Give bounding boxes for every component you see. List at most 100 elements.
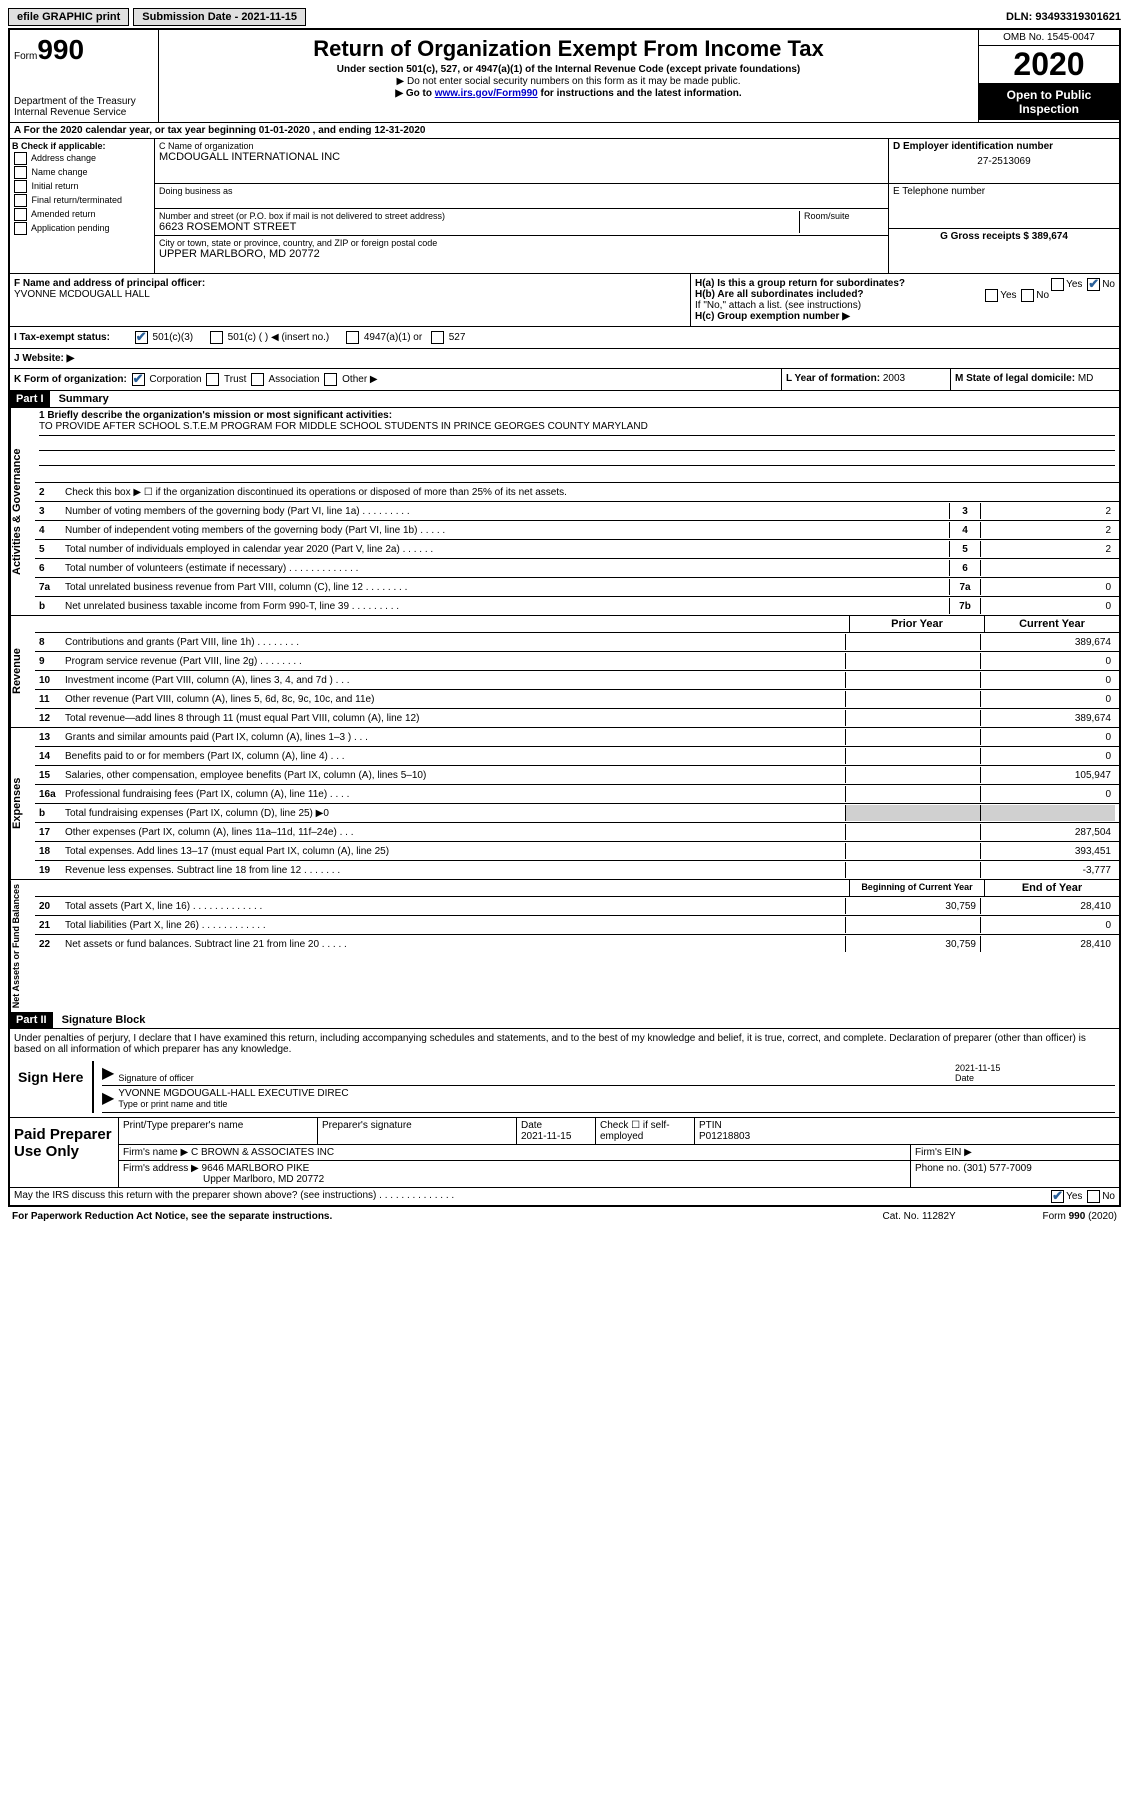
- city-label: City or town, state or province, country…: [159, 238, 437, 248]
- dba-label: Doing business as: [159, 186, 884, 196]
- box-f-label: F Name and address of principal officer:: [14, 278, 686, 289]
- gov-line: 6Total number of volunteers (estimate if…: [35, 559, 1119, 578]
- form990-link[interactable]: www.irs.gov/Form990: [435, 88, 538, 99]
- other-checkbox[interactable]: [324, 373, 337, 386]
- part2-title: Signature Block: [56, 1012, 152, 1028]
- paperwork-notice: For Paperwork Reduction Act Notice, see …: [12, 1211, 883, 1222]
- tax-status-row: I Tax-exempt status: 501(c)(3) 501(c) ( …: [10, 327, 1119, 349]
- gov-line: bNet unrelated business taxable income f…: [35, 597, 1119, 615]
- header-left: Form990 Department of the TreasuryIntern…: [10, 30, 159, 122]
- part1-title: Summary: [53, 391, 115, 407]
- data-line: 11Other revenue (Part VIII, column (A), …: [35, 690, 1119, 709]
- cat-no: Cat. No. 11282Y: [883, 1211, 1043, 1222]
- 527-checkbox[interactable]: [431, 331, 444, 344]
- colb-checkbox[interactable]: [14, 194, 27, 207]
- header-sub1: Under section 501(c), 527, or 4947(a)(1)…: [163, 64, 974, 75]
- mission-text: TO PROVIDE AFTER SCHOOL S.T.E.M PROGRAM …: [39, 421, 1115, 436]
- officer-name: YVONNE MCDOUGALL HALL: [14, 289, 686, 300]
- row-l: L Year of formation: 2003: [782, 369, 951, 390]
- colb-checkbox[interactable]: [14, 180, 27, 193]
- box-d: D Employer identification number 27-2513…: [889, 139, 1119, 184]
- org-name: MCDOUGALL INTERNATIONAL INC: [159, 151, 884, 163]
- corp-checkbox[interactable]: [132, 373, 145, 386]
- rev-side-label: Revenue: [10, 616, 35, 727]
- form-title: Return of Organization Exempt From Incom…: [163, 36, 974, 62]
- gov-line: 4Number of independent voting members of…: [35, 521, 1119, 540]
- 4947-checkbox[interactable]: [346, 331, 359, 344]
- org-name-box: C Name of organization MCDOUGALL INTERNA…: [155, 139, 888, 184]
- firm-ein: Firm's EIN ▶: [911, 1145, 1119, 1160]
- box-f: F Name and address of principal officer:…: [10, 274, 691, 326]
- colb-checkbox[interactable]: [14, 222, 27, 235]
- tax-year: 2020: [979, 46, 1119, 84]
- data-line: 18Total expenses. Add lines 13–17 (must …: [35, 842, 1119, 861]
- fg-row: F Name and address of principal officer:…: [10, 274, 1119, 327]
- row-a-tax-year: A For the 2020 calendar year, or tax yea…: [10, 123, 1119, 139]
- mission-blank2: [39, 451, 1115, 466]
- efile-button[interactable]: efile GRAPHIC print: [8, 8, 129, 26]
- part1-badge: Part I: [10, 391, 50, 407]
- colb-item: Amended return: [12, 208, 152, 221]
- colb-checkbox[interactable]: [14, 166, 27, 179]
- colb-item: Name change: [12, 166, 152, 179]
- header-sub2: ▶ Do not enter social security numbers o…: [163, 76, 974, 87]
- hb-no-checkbox[interactable]: [1021, 289, 1034, 302]
- box-h: H(a) Is this a group return for subordin…: [691, 274, 1119, 326]
- 501c3-checkbox[interactable]: [135, 331, 148, 344]
- sig-officer-label: Signature of officer: [118, 1073, 955, 1083]
- data-line: 8Contributions and grants (Part VIII, li…: [35, 633, 1119, 652]
- ha-yes-checkbox[interactable]: [1051, 278, 1064, 291]
- mission-blank3: [39, 466, 1115, 480]
- klm-row: K Form of organization: Corporation Trus…: [10, 369, 1119, 391]
- data-line: 12Total revenue—add lines 8 through 11 (…: [35, 709, 1119, 727]
- gov-line: 2Check this box ▶ ☐ if the organization …: [35, 483, 1119, 502]
- 501c-checkbox[interactable]: [210, 331, 223, 344]
- data-line: 21Total liabilities (Part X, line 26) . …: [35, 916, 1119, 935]
- street-box: Number and street (or P.O. box if mail i…: [155, 209, 888, 236]
- data-line: 9Program service revenue (Part VIII, lin…: [35, 652, 1119, 671]
- col-cde: C Name of organization MCDOUGALL INTERNA…: [155, 139, 888, 273]
- trust-checkbox[interactable]: [206, 373, 219, 386]
- data-line: bTotal fundraising expenses (Part IX, co…: [35, 804, 1119, 823]
- form-word: Form: [14, 51, 37, 62]
- prep-date: Date2021-11-15: [517, 1118, 596, 1144]
- dba-box: Doing business as: [155, 184, 888, 209]
- ha-no-checkbox[interactable]: [1087, 278, 1100, 291]
- assoc-checkbox[interactable]: [251, 373, 264, 386]
- begin-year-hdr: Beginning of Current Year: [849, 880, 984, 896]
- colb-item: Final return/terminated: [12, 194, 152, 207]
- submission-date-button[interactable]: Submission Date - 2021-11-15: [133, 8, 306, 26]
- expenses-section: Expenses 13Grants and similar amounts pa…: [10, 727, 1119, 879]
- discuss-no-checkbox[interactable]: [1087, 1190, 1100, 1203]
- netassets-section: Net Assets or Fund Balances Beginning of…: [10, 879, 1119, 1012]
- gov-line: 3Number of voting members of the governi…: [35, 502, 1119, 521]
- gov-line: 7aTotal unrelated business revenue from …: [35, 578, 1119, 597]
- discuss-yes-checkbox[interactable]: [1051, 1190, 1064, 1203]
- colb-checkbox[interactable]: [14, 152, 27, 165]
- ein-value: 27-2513069: [893, 156, 1115, 167]
- omb-number: OMB No. 1545-0047: [979, 30, 1119, 46]
- col-right: D Employer identification number 27-2513…: [888, 139, 1119, 273]
- box-d-label: D Employer identification number: [893, 141, 1115, 152]
- street-value: 6623 ROSEMONT STREET: [159, 221, 799, 233]
- firm-phone: Phone no. (301) 577-7009: [911, 1161, 1119, 1187]
- colb-checkbox[interactable]: [14, 208, 27, 221]
- sig-officer-line: ▶ Signature of officer 2021-11-15Date: [102, 1061, 1115, 1086]
- main-info-grid: B Check if applicable: Address change Na…: [10, 139, 1119, 274]
- rev-header-cols: Prior Year Current Year: [35, 616, 1119, 633]
- mission-blank1: [39, 436, 1115, 451]
- header-right: OMB No. 1545-0047 2020 Open to Public In…: [978, 30, 1119, 122]
- hb-yes-checkbox[interactable]: [985, 289, 998, 302]
- dept-text: Department of the TreasuryInternal Reven…: [14, 96, 154, 118]
- colb-item: Address change: [12, 152, 152, 165]
- signature-section: Under penalties of perjury, I declare th…: [10, 1029, 1119, 1117]
- hdr-blank2: [35, 880, 849, 896]
- firm-name: Firm's name ▶ C BROWN & ASSOCIATES INC: [119, 1145, 911, 1160]
- form-ref: Form 990 (2020): [1043, 1211, 1117, 1222]
- data-line: 14Benefits paid to or for members (Part …: [35, 747, 1119, 766]
- box-e: E Telephone number: [889, 184, 1119, 229]
- prep-row2: Firm's name ▶ C BROWN & ASSOCIATES INC F…: [119, 1145, 1119, 1161]
- discuss-text: May the IRS discuss this return with the…: [14, 1190, 1049, 1203]
- col-b-label: B Check if applicable:: [12, 141, 152, 151]
- header-sub3: ▶ Go to www.irs.gov/Form990 for instruct…: [163, 88, 974, 99]
